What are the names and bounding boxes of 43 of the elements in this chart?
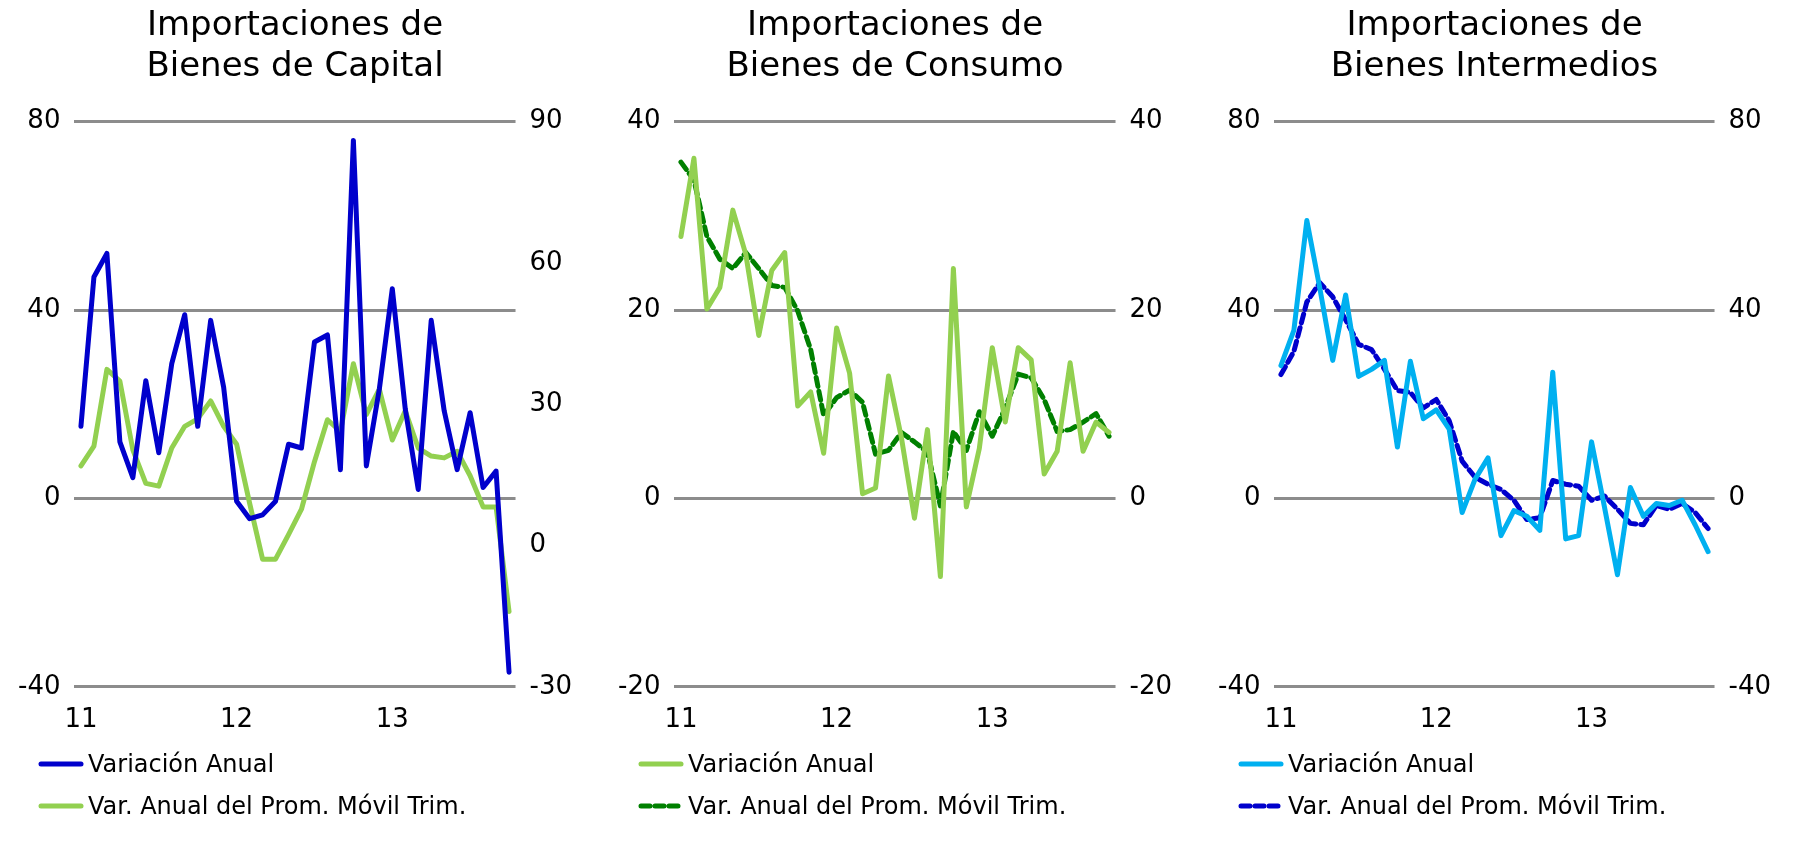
y2-tick-label: 40: [1129, 104, 1163, 135]
legend-label: Variación Anual: [688, 750, 875, 778]
x-tick-label: 13: [375, 703, 409, 734]
y-tick-label: 40: [1227, 292, 1261, 323]
y2-tick-label: 30: [529, 386, 563, 417]
y-tick-label: 0: [1243, 481, 1261, 512]
y2-tick-label: -40: [1728, 669, 1771, 700]
y2-tick-label: 0: [1129, 481, 1147, 512]
legend-label: Var. Anual del Prom. Móvil Trim.: [88, 792, 467, 820]
y2-tick-label: 60: [529, 245, 563, 276]
x-tick-label: 12: [1419, 703, 1453, 734]
y2-tick-label: -30: [529, 669, 572, 700]
y-tick-label: 80: [1227, 104, 1261, 135]
y2-tick-label: 20: [1129, 292, 1163, 323]
legend-label: Var. Anual del Prom. Móvil Trim.: [1288, 792, 1667, 820]
x-tick-label: 12: [220, 703, 254, 734]
y2-tick-label: 0: [1728, 481, 1746, 512]
y-tick-label: 80: [27, 104, 61, 135]
y-tick-label: -40: [18, 669, 61, 700]
chart-title: Importaciones de Bienes Intermedios: [1330, 3, 1659, 85]
y2-tick-label: 80: [1728, 104, 1762, 135]
legend-label: Var. Anual del Prom. Móvil Trim.: [688, 792, 1067, 820]
legend-label: Variación Anual: [1288, 750, 1475, 778]
y-tick-label: 20: [627, 292, 661, 323]
x-tick-label: 11: [64, 703, 98, 734]
y-tick-label: 40: [27, 292, 61, 323]
x-tick-label: 13: [975, 703, 1009, 734]
y2-tick-label: 40: [1728, 292, 1762, 323]
y-tick-label: 40: [627, 104, 661, 135]
chart-title: Importaciones de Bienes de Consumo: [726, 3, 1064, 85]
x-tick-label: 11: [664, 703, 698, 734]
y2-tick-label: 90: [529, 104, 563, 135]
y2-tick-label: -20: [1129, 669, 1172, 700]
chart-title: Importaciones de Bienes de Capital: [146, 3, 444, 85]
y-tick-label: 0: [643, 481, 661, 512]
x-tick-label: 11: [1264, 703, 1298, 734]
y2-tick-label: 0: [529, 528, 547, 559]
x-tick-label: 13: [1575, 703, 1609, 734]
legend-label: Variación Anual: [88, 750, 275, 778]
y-tick-label: 0: [43, 481, 61, 512]
x-tick-label: 12: [820, 703, 854, 734]
y-tick-label: -40: [1218, 669, 1261, 700]
y-tick-label: -20: [618, 669, 661, 700]
